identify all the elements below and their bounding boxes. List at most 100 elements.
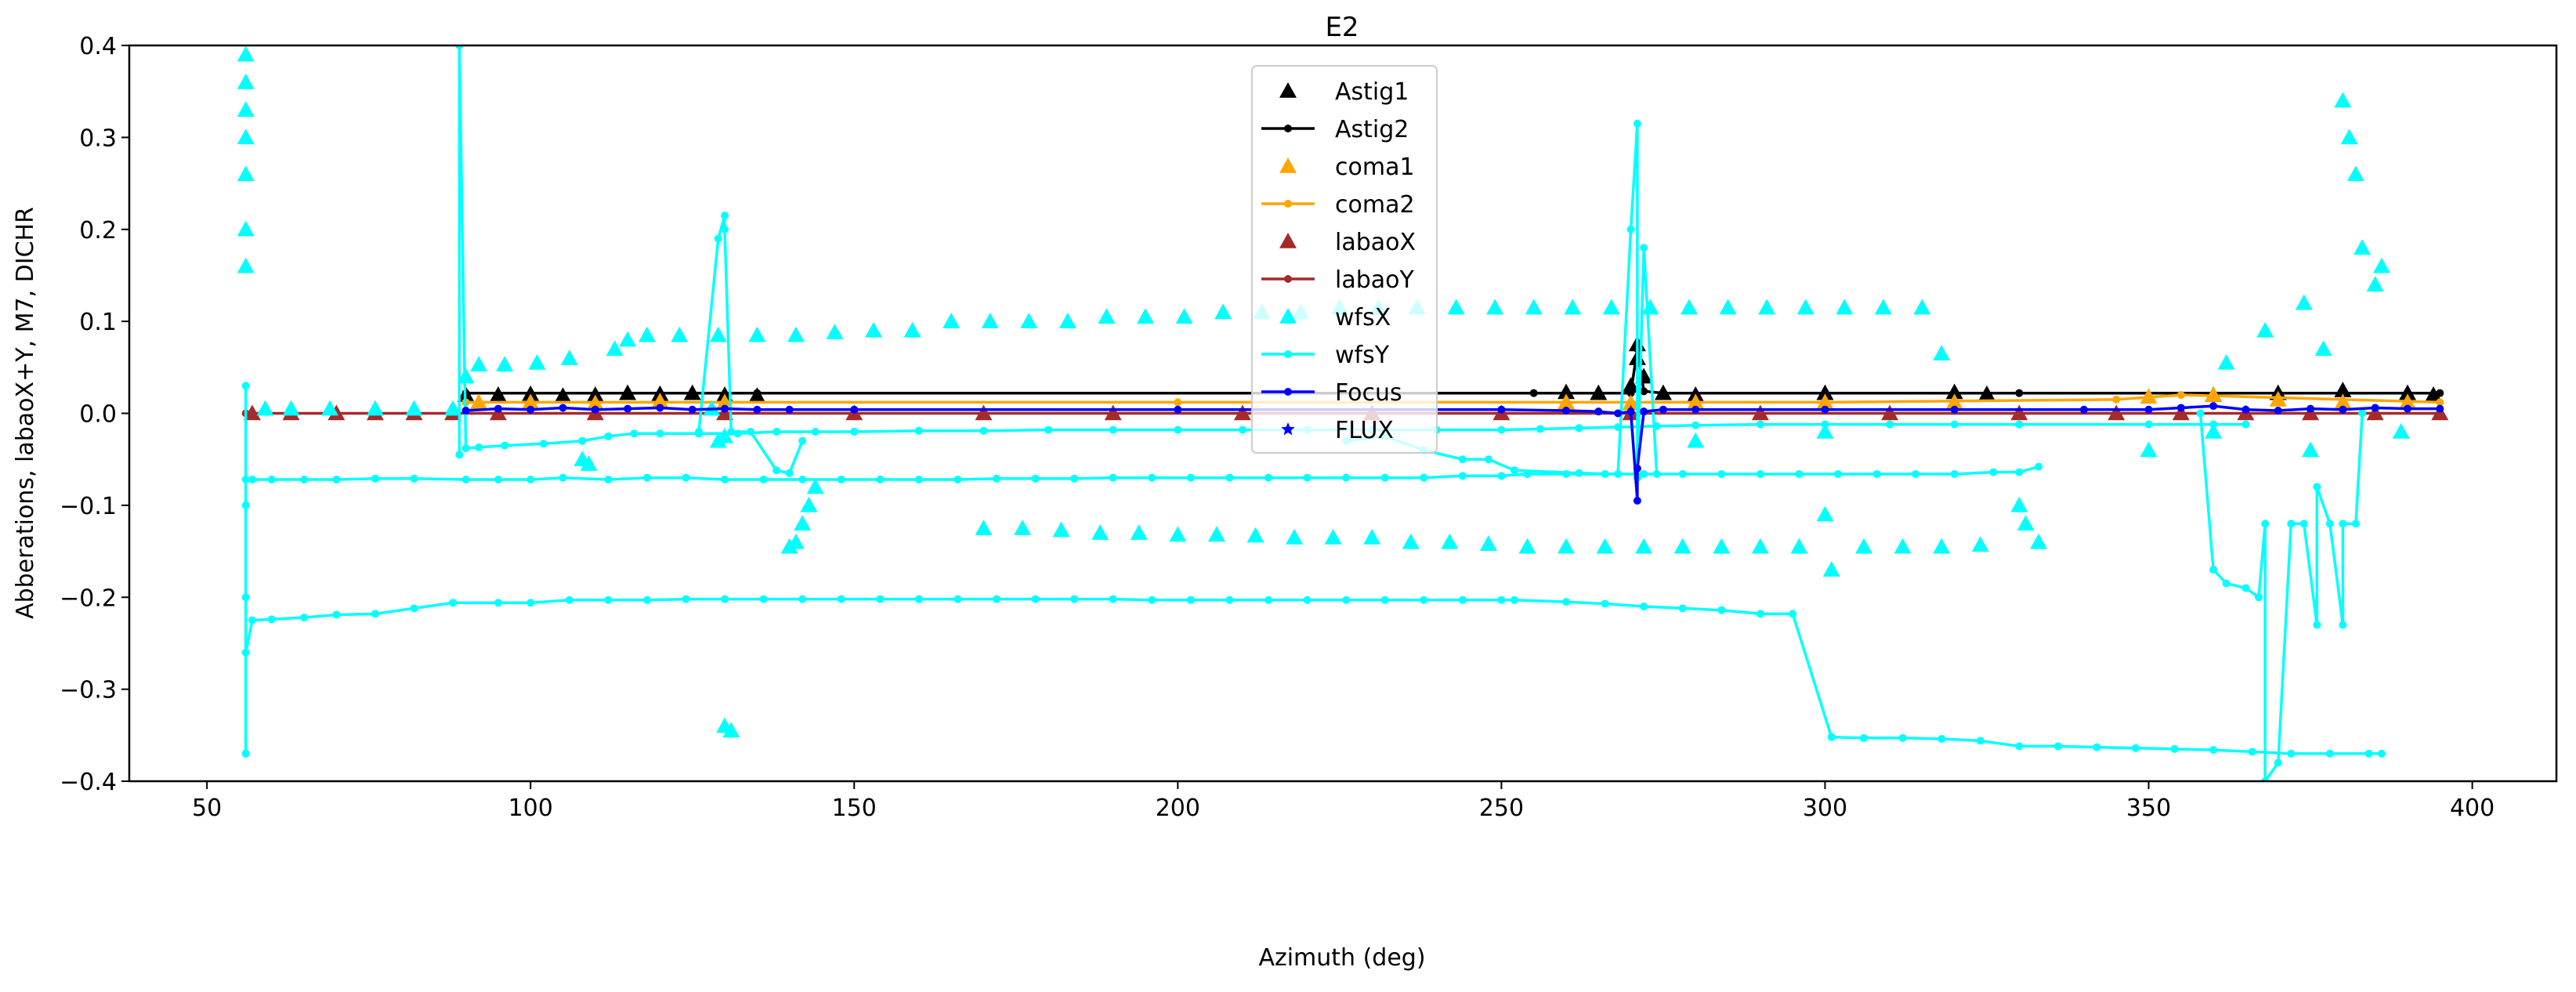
data-point (1795, 469, 1804, 478)
data-point (2015, 389, 2024, 397)
data-point (241, 501, 250, 509)
data-point (1109, 595, 1117, 603)
data-point (850, 427, 859, 436)
data-point (2287, 520, 2296, 528)
legend-label: FLUX (1335, 417, 1394, 444)
data-point (806, 478, 824, 494)
data-point (2241, 405, 2250, 414)
data-point (1342, 473, 1351, 482)
data-point (1342, 596, 1351, 604)
data-point (526, 476, 535, 484)
series-line (2198, 413, 2364, 781)
data-point (1937, 735, 1946, 744)
x-tick-label: 400 (2450, 795, 2495, 822)
data-point (282, 400, 300, 416)
data-point (1458, 596, 1467, 604)
data-point (794, 515, 812, 531)
legend-item-coma1: coma1 (1279, 154, 1415, 181)
data-point (2170, 744, 2179, 753)
series-coma2 (461, 391, 2444, 407)
data-point (1562, 598, 1571, 606)
legend-item-wfsx: wfsX (1279, 304, 1391, 331)
data-point (721, 225, 729, 234)
data-point (651, 393, 669, 409)
data-point (1497, 472, 1506, 480)
legend-triangle-icon (1279, 157, 1297, 173)
data-point (1633, 119, 1641, 128)
data-point (714, 234, 722, 243)
data-point (753, 405, 762, 414)
data-point (1756, 469, 1764, 478)
data-point (1659, 389, 1667, 397)
x-tick-label: 250 (1479, 795, 1524, 822)
legend-label: Astig1 (1335, 78, 1409, 106)
data-point (606, 340, 624, 357)
data-point (1174, 398, 1182, 407)
data-point (300, 614, 309, 622)
data-point (1303, 473, 1312, 482)
data-point (1872, 469, 1881, 478)
data-point (1070, 474, 1079, 483)
data-point (2274, 758, 2282, 767)
data-point (914, 595, 923, 603)
data-point (1225, 596, 1234, 604)
data-point (2079, 405, 2088, 414)
data-point (2314, 340, 2332, 357)
data-point (267, 476, 276, 484)
series-wfsx (237, 45, 2410, 738)
data-point (1264, 596, 1272, 604)
data-point (1238, 425, 1246, 434)
data-point (237, 129, 255, 145)
data-point (2334, 92, 2352, 108)
data-point (2353, 239, 2372, 255)
data-point (1894, 538, 1912, 554)
y-tick-label: −0.3 (60, 677, 117, 704)
data-point (1484, 455, 1492, 464)
data-point (2176, 391, 2185, 400)
data-point (604, 596, 613, 604)
data-point (1933, 345, 1951, 361)
data-point (1633, 464, 1641, 472)
data-point (1175, 308, 1193, 324)
legend-marker-icon (1284, 200, 1292, 208)
data-point (1855, 538, 1873, 554)
data-point (300, 476, 309, 484)
data-point (494, 599, 502, 607)
x-tick-label: 200 (1156, 795, 1200, 822)
data-point (1640, 244, 1648, 252)
data-point (800, 496, 818, 512)
data-point (248, 616, 256, 625)
legend-item-labaoy: labaoY (1261, 266, 1415, 294)
data-point (2030, 533, 2048, 549)
data-point (1031, 474, 1040, 483)
data-point (1640, 407, 1648, 416)
data-point (449, 599, 458, 607)
data-point (1169, 526, 1187, 542)
data-point (371, 474, 379, 483)
data-point (1303, 596, 1312, 604)
series-focus (461, 402, 2444, 505)
data-point (2209, 402, 2218, 411)
data-point (1659, 405, 1667, 414)
data-point (1014, 520, 1032, 536)
data-point (2306, 404, 2315, 413)
data-point (975, 520, 993, 536)
data-point (642, 596, 651, 604)
data-point (682, 595, 690, 603)
data-point (798, 476, 807, 484)
data-point (1596, 538, 1614, 554)
data-point (461, 406, 470, 415)
data-point (2176, 404, 2185, 412)
data-point (1479, 535, 1497, 551)
data-point (410, 604, 418, 613)
data-point (1950, 420, 1959, 429)
data-point (1790, 538, 1808, 554)
data-point (1225, 473, 1234, 482)
data-point (903, 321, 921, 338)
data-point (1148, 473, 1156, 482)
data-point (1564, 299, 1582, 315)
data-point (241, 382, 250, 390)
data-point (721, 476, 729, 484)
data-point (759, 476, 768, 484)
data-point (1420, 473, 1428, 482)
